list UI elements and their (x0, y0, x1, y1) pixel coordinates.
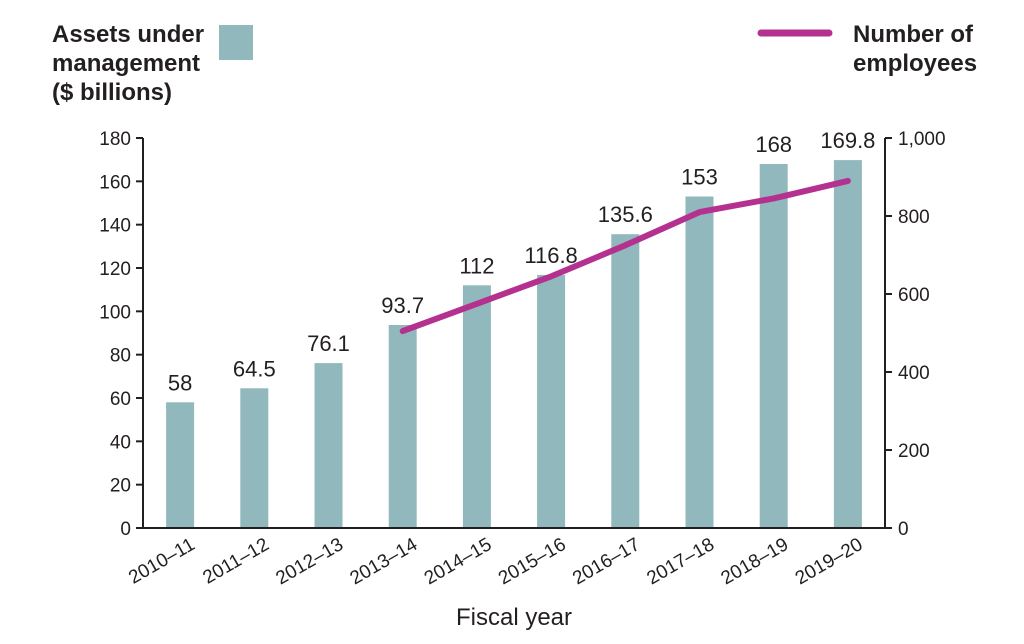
x-tick-label: 2013–14 (347, 534, 422, 589)
bar-2015–16 (537, 274, 566, 528)
x-tick-label: 2019–20 (792, 534, 867, 589)
left-y-axis-ticks: 0 20 40 60 80 100 120 140 160 180 (99, 129, 143, 540)
left-tick-label: 180 (99, 129, 131, 150)
right-y-axis-ticks: 0 200 400 600 800 1,000 (885, 129, 946, 540)
data-label-2014–15: 112 (459, 253, 494, 278)
left-tick-label: 40 (110, 432, 131, 453)
right-tick-label: 200 (898, 441, 930, 462)
right-tick-label: 0 (898, 519, 909, 540)
bar-2012–13 (314, 363, 343, 528)
x-tick-label: 2010–11 (125, 534, 198, 588)
legend-bar-swatch (219, 25, 253, 60)
bar-2018–19 (759, 164, 788, 528)
x-tick-label: 2012–13 (272, 534, 347, 589)
data-label-2017–18: 153 (681, 165, 718, 190)
legend-bar: Assets under management ($ billions) (52, 21, 253, 106)
bar-series (166, 160, 862, 529)
line-series (399, 177, 851, 335)
x-tick-label: 2014–15 (421, 534, 496, 589)
axes (142, 138, 886, 529)
right-tick-label: 1,000 (898, 129, 946, 150)
data-label-2011–12: 64.5 (233, 356, 276, 381)
bar-2017–18 (685, 196, 714, 528)
left-tick-label: 0 (120, 519, 131, 540)
bar-data-labels: 58 64.5 76.1 93.7 112 116.8 135.6 153 168 169.8 (168, 128, 876, 395)
bar-2010–11 (166, 402, 195, 528)
bar-2011–12 (240, 388, 269, 529)
x-tick-label: 2018–19 (718, 534, 793, 589)
right-tick-label: 600 (898, 285, 930, 306)
x-axis-title: Fiscal year (456, 604, 572, 631)
legend-line: Number of employees (757, 21, 977, 77)
x-axis-ticks: 2010–11 2011–12 2012–13 2013–14 2014–15 2015–… (125, 534, 866, 589)
employees-line (399, 177, 851, 335)
data-label-2010–11: 58 (168, 370, 192, 395)
bar-2013–14 (388, 325, 417, 528)
legend-bar-line-2: management (52, 50, 200, 77)
left-tick-label: 100 (99, 302, 131, 323)
bar-2014–15 (462, 285, 491, 528)
data-label-2018–19: 168 (755, 132, 792, 157)
left-tick-label: 20 (110, 476, 131, 497)
data-label-2012–13: 76.1 (307, 331, 350, 356)
left-tick-label: 120 (99, 259, 131, 280)
legend-bar-line-1: Assets under (52, 21, 204, 48)
bar-2016–17 (611, 234, 640, 528)
x-tick-label: 2016–17 (569, 534, 644, 589)
left-tick-label: 60 (110, 389, 131, 410)
legend-line-line-2: employees (853, 50, 977, 77)
right-tick-label: 800 (898, 207, 930, 228)
right-tick-label: 400 (898, 363, 930, 384)
left-tick-label: 140 (99, 216, 131, 237)
data-label-2019–20: 169.8 (820, 128, 875, 153)
x-tick-label: 2011–12 (199, 534, 272, 588)
data-label-2015–16: 116.8 (524, 243, 577, 268)
legend-bar-line-3: ($ billions) (52, 79, 172, 106)
x-tick-label: 2017–18 (643, 534, 718, 589)
legend-line-line-1: Number of (853, 21, 974, 48)
left-tick-label: 160 (99, 172, 131, 193)
x-tick-label: 2015–16 (495, 534, 570, 589)
left-tick-label: 80 (110, 346, 131, 367)
data-label-2016–17: 135.6 (598, 202, 653, 227)
bar-2019–20 (833, 160, 862, 528)
data-label-2013–14: 93.7 (381, 293, 424, 318)
